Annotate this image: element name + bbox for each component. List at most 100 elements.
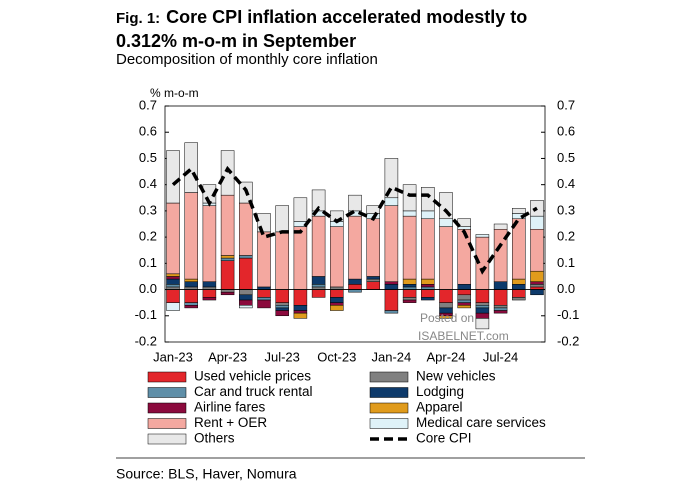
bar-segment: [457, 284, 471, 290]
bar-segment: [220, 291, 235, 296]
bar-segment: [293, 310, 308, 314]
bar-segment: [275, 310, 289, 317]
bar-segment: [530, 228, 544, 272]
bar-segment: [530, 215, 544, 230]
legend-item: Medical care services: [369, 415, 546, 430]
x-tick-label: Apr-24: [426, 349, 465, 364]
bar-segment: [384, 158, 399, 199]
bar-segment: [512, 297, 526, 301]
bar-segment: [330, 305, 344, 311]
bar-segment: [439, 302, 453, 309]
bar-segment: [421, 297, 435, 301]
bar-segment: [512, 208, 526, 214]
y-tick-label: -0.1: [135, 307, 157, 322]
bar-segment: [366, 278, 380, 282]
bar-segment: [402, 284, 417, 288]
bar-segment: [475, 312, 490, 319]
x-tick-label: Jan-23: [153, 349, 193, 364]
bar-segment: [257, 299, 271, 309]
legend-item: Rent + OER: [147, 415, 267, 430]
legend-swatch: [369, 387, 409, 398]
x-tick-label: Oct-23: [317, 349, 356, 364]
bar-segment: [457, 294, 471, 301]
bar-segment: [184, 302, 198, 306]
y2-tick-label: 0.4: [557, 176, 575, 191]
bar-segment: [220, 150, 235, 196]
bar-segment: [348, 278, 362, 285]
bar-segment: [384, 197, 399, 206]
bar-segment: [384, 281, 399, 285]
bar-segment: [166, 302, 180, 311]
bar-segment: [493, 310, 508, 314]
bar-segment: [493, 305, 508, 309]
legend-label: Car and truck rental: [194, 384, 313, 399]
y2-tick-label: 0.1: [557, 255, 575, 270]
bar-segment: [184, 281, 198, 288]
legend-label: Lodging: [416, 384, 464, 399]
bar-segment: [311, 289, 326, 298]
legend-item: Car and truck rental: [147, 384, 313, 399]
bar-segment: [475, 289, 490, 303]
bar-segment: [239, 305, 253, 309]
y2-tick-label: 0.3: [557, 202, 575, 217]
legend-label: Others: [194, 431, 235, 446]
bar-segment: [330, 289, 344, 298]
bar-segment: [184, 305, 198, 309]
y-tick-label: 0.6: [139, 124, 157, 139]
bar-segment: [384, 289, 399, 311]
bar-segment: [166, 278, 180, 285]
bar-segment: [166, 289, 180, 303]
bar-segment: [257, 297, 271, 301]
bar-segment: [330, 226, 344, 288]
x-tick-label: Jul-24: [483, 349, 518, 364]
bar-segment: [366, 218, 380, 277]
y-tick-label: 0.5: [139, 150, 157, 165]
fig-label: Fig. 1:: [116, 10, 161, 27]
legend-swatch: [147, 402, 187, 414]
legend-label: Rent + OER: [194, 415, 267, 430]
bar-segment: [257, 231, 271, 288]
bar-segment: [457, 302, 471, 306]
legend-item: Core CPI: [370, 431, 472, 446]
bar-segment: [239, 299, 253, 306]
bar-segment: [184, 289, 198, 303]
y2-tick-label: -0.2: [557, 333, 579, 348]
bar-segment: [402, 289, 417, 298]
legend-item: Apparel: [369, 400, 463, 415]
legend-item: Lodging: [369, 384, 464, 399]
bar-segment: [457, 305, 471, 309]
bar-segment: [275, 231, 289, 290]
y-tick-label: 0.4: [139, 176, 157, 191]
bar-segment: [293, 312, 308, 319]
watermark: Posted on: [420, 311, 474, 325]
bar-segment: [530, 281, 544, 285]
bar-segment: [239, 257, 253, 290]
y2-tick-label: 0.7: [557, 97, 575, 112]
bar-segment: [311, 284, 326, 288]
bar-segment: [311, 215, 326, 277]
legend-item: Others: [147, 431, 235, 446]
legend-swatch: [369, 418, 409, 429]
bar-segment: [239, 202, 253, 256]
legend-swatch: [147, 418, 187, 429]
bar-segment: [457, 289, 471, 296]
bar-segment: [293, 226, 308, 290]
bar-segment: [330, 302, 344, 306]
bar-segment: [421, 187, 435, 212]
bar-segment: [475, 302, 490, 306]
legend-swatch: [369, 371, 409, 383]
bar-segment: [493, 281, 508, 290]
legend-item: Airline fares: [147, 400, 266, 415]
bar-segment: [275, 302, 289, 306]
y2-tick-label: 0.5: [557, 150, 575, 165]
bar-segment: [402, 210, 417, 217]
y-tick-label: -0.2: [135, 333, 157, 348]
bar-segment: [184, 278, 198, 282]
bar-segment: [202, 297, 217, 301]
bar-segment: [275, 205, 289, 233]
source: Source: BLS, Haver, Nomura: [116, 466, 297, 482]
bar-segment: [293, 305, 308, 311]
bar-segment: [439, 226, 453, 290]
legend-swatch: [147, 433, 187, 445]
